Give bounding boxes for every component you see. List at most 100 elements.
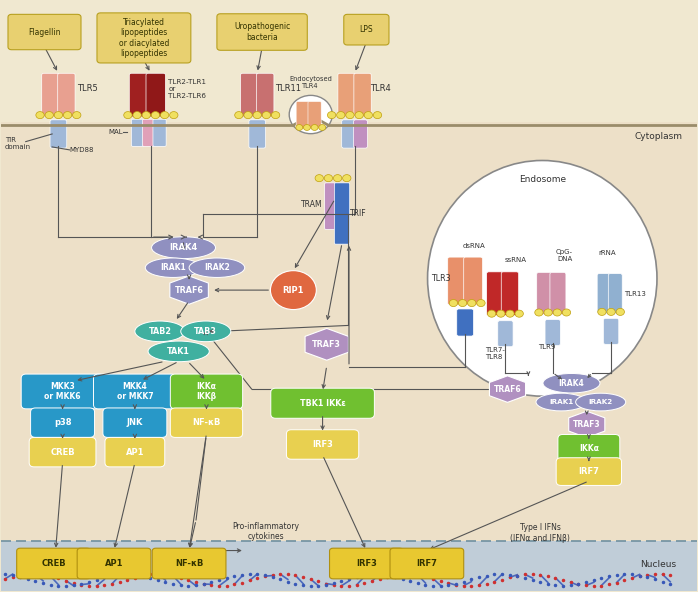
Text: IKKα
IKKβ: IKKα IKKβ	[196, 382, 216, 401]
FancyBboxPatch shape	[498, 321, 513, 347]
FancyBboxPatch shape	[170, 408, 243, 437]
Circle shape	[468, 300, 476, 307]
FancyBboxPatch shape	[354, 73, 371, 117]
FancyBboxPatch shape	[142, 119, 154, 146]
Circle shape	[355, 111, 364, 118]
FancyBboxPatch shape	[344, 14, 389, 45]
Text: IRAK2: IRAK2	[588, 399, 613, 405]
Text: MKK4
or MKK7: MKK4 or MKK7	[117, 382, 153, 401]
Text: Flagellin: Flagellin	[28, 28, 61, 37]
Text: MYD88: MYD88	[70, 147, 94, 153]
Text: dsRNA: dsRNA	[463, 243, 486, 249]
Circle shape	[343, 175, 351, 182]
Circle shape	[45, 111, 53, 118]
FancyBboxPatch shape	[463, 257, 482, 305]
Circle shape	[327, 111, 336, 118]
FancyBboxPatch shape	[131, 119, 144, 146]
Circle shape	[450, 300, 458, 307]
Text: AP1: AP1	[126, 448, 144, 456]
Text: TLR13: TLR13	[623, 291, 646, 297]
Text: TLR4: TLR4	[370, 84, 391, 93]
FancyBboxPatch shape	[146, 73, 165, 117]
Text: TLR11: TLR11	[274, 84, 301, 93]
FancyBboxPatch shape	[77, 548, 151, 579]
FancyBboxPatch shape	[42, 73, 59, 117]
Circle shape	[36, 111, 44, 118]
Circle shape	[253, 111, 262, 118]
Circle shape	[487, 310, 496, 317]
Circle shape	[304, 124, 311, 130]
Circle shape	[597, 308, 606, 316]
Text: NF-κB: NF-κB	[192, 418, 221, 427]
FancyBboxPatch shape	[604, 318, 618, 345]
Ellipse shape	[145, 258, 201, 278]
Text: TLR3: TLR3	[431, 274, 451, 283]
FancyBboxPatch shape	[609, 274, 622, 314]
Circle shape	[170, 111, 178, 118]
Circle shape	[515, 310, 524, 317]
FancyBboxPatch shape	[94, 374, 176, 409]
Text: NF-κB: NF-κB	[175, 559, 203, 568]
Circle shape	[133, 111, 141, 118]
Circle shape	[607, 308, 615, 316]
FancyBboxPatch shape	[456, 309, 473, 336]
FancyBboxPatch shape	[537, 272, 553, 314]
FancyBboxPatch shape	[334, 183, 350, 244]
Text: CREB: CREB	[50, 448, 75, 456]
Text: MKK3
or MKK6: MKK3 or MKK6	[44, 382, 81, 401]
Ellipse shape	[181, 321, 231, 342]
FancyBboxPatch shape	[545, 320, 560, 346]
Text: IRAK4: IRAK4	[558, 379, 584, 388]
Text: TLR5: TLR5	[77, 84, 98, 93]
Ellipse shape	[189, 258, 245, 278]
Text: JNK: JNK	[126, 418, 143, 427]
Circle shape	[142, 111, 151, 118]
Text: CpG-
DNA: CpG- DNA	[556, 249, 573, 262]
Text: TLR2-TLR1
or
TLR2-TLR6: TLR2-TLR1 or TLR2-TLR6	[168, 79, 206, 99]
Text: Triacylated
lipopeptides
or diacylated
lipopeptides: Triacylated lipopeptides or diacylated l…	[119, 18, 169, 58]
Ellipse shape	[536, 393, 586, 411]
FancyBboxPatch shape	[217, 14, 307, 50]
FancyBboxPatch shape	[31, 408, 94, 437]
Text: TRAF6: TRAF6	[174, 285, 204, 295]
Ellipse shape	[135, 321, 185, 342]
FancyBboxPatch shape	[17, 548, 90, 579]
Text: TAB2: TAB2	[149, 327, 172, 336]
Text: p38: p38	[54, 418, 71, 427]
Text: TIR
domain: TIR domain	[5, 137, 31, 150]
Circle shape	[346, 111, 354, 118]
FancyBboxPatch shape	[550, 272, 566, 314]
Circle shape	[296, 124, 303, 130]
Circle shape	[161, 111, 169, 118]
Text: IRF3: IRF3	[312, 440, 333, 449]
Text: TBK1 IKKε: TBK1 IKKε	[299, 399, 346, 408]
FancyBboxPatch shape	[249, 120, 265, 148]
FancyBboxPatch shape	[1, 540, 697, 591]
Text: RIP1: RIP1	[283, 285, 304, 295]
FancyBboxPatch shape	[597, 274, 611, 314]
FancyBboxPatch shape	[556, 458, 621, 485]
FancyBboxPatch shape	[353, 120, 367, 148]
FancyBboxPatch shape	[21, 374, 104, 409]
FancyBboxPatch shape	[103, 408, 167, 437]
FancyBboxPatch shape	[296, 102, 309, 128]
Circle shape	[373, 111, 382, 118]
FancyBboxPatch shape	[487, 272, 504, 316]
Text: TRAF3: TRAF3	[573, 420, 600, 429]
Circle shape	[563, 309, 571, 316]
FancyBboxPatch shape	[308, 102, 321, 128]
FancyBboxPatch shape	[8, 14, 81, 50]
Ellipse shape	[428, 160, 657, 396]
Text: Nucleus: Nucleus	[640, 559, 676, 568]
Text: IKKα: IKKα	[579, 443, 599, 452]
FancyBboxPatch shape	[1, 122, 697, 540]
Ellipse shape	[576, 393, 625, 411]
Circle shape	[459, 300, 467, 307]
FancyBboxPatch shape	[271, 388, 374, 419]
Text: Cytoplasm: Cytoplasm	[634, 133, 683, 141]
Circle shape	[315, 175, 323, 182]
Circle shape	[235, 111, 243, 118]
Ellipse shape	[151, 237, 216, 259]
Ellipse shape	[543, 374, 600, 393]
Text: IRF7: IRF7	[579, 467, 600, 476]
